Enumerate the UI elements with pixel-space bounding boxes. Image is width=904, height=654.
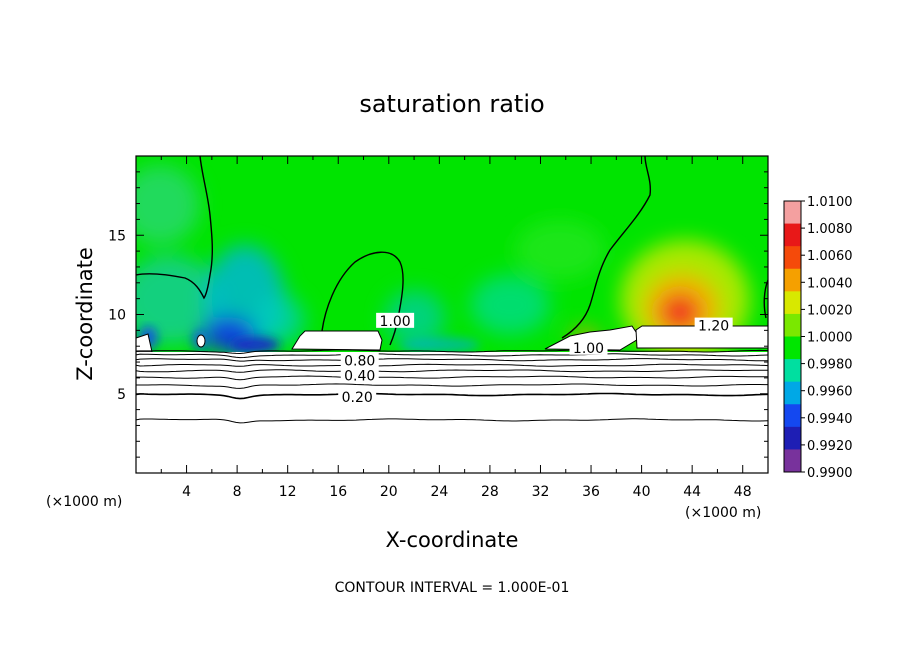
colorbar-segment	[784, 268, 801, 292]
chart-title: saturation ratio	[359, 90, 544, 118]
blob-left-mid	[136, 255, 220, 345]
x-axis-ticks: 4 8 12 16 20 24 28 32 36 40 44 48	[160, 156, 752, 500]
colorbar-segment	[784, 223, 801, 247]
x-tick-label: 32	[532, 484, 550, 500]
y-tick-label: 5	[117, 387, 126, 403]
contour-line-level	[136, 375, 768, 381]
contour-label-bg	[694, 317, 733, 333]
x-tick-label: 4	[182, 484, 191, 500]
colorbar-label: 0.9900	[807, 466, 853, 481]
contour-line-level	[136, 418, 768, 424]
contour-line-level	[136, 353, 768, 359]
contour-label: 1.20	[698, 319, 729, 335]
contour-line-level	[136, 392, 768, 400]
colorbar-segment	[784, 381, 801, 405]
contour-label: 0.40	[344, 369, 375, 385]
x-tick-label: 8	[233, 484, 242, 500]
low-blue-x9	[230, 337, 280, 353]
colorbar-segment	[784, 449, 801, 473]
x-tick-label: 20	[380, 484, 398, 500]
y-tick-label: 10	[108, 308, 126, 324]
x-tick-label: 12	[279, 484, 297, 500]
blob-left-top	[136, 165, 200, 245]
contour-1-00-right	[561, 156, 652, 339]
contour-label: 0.80	[344, 353, 375, 369]
colorbar-segment	[784, 359, 801, 383]
x-unit-label: (×1000 m)	[685, 505, 761, 521]
colorbar-segment	[784, 201, 801, 225]
colorbar-label: 1.0000	[807, 331, 853, 346]
contour-label: 0.20	[342, 390, 373, 406]
colorbar-segment	[784, 404, 801, 428]
contour-line-level	[136, 383, 768, 389]
low-cyan-x22	[400, 337, 480, 353]
x-tick-label: 16	[329, 484, 347, 500]
colorbar-label: 0.9980	[807, 358, 853, 373]
colorbar-label: 0.9940	[807, 412, 853, 427]
blob-x43-inner	[660, 294, 700, 330]
colorbar-label: 1.0020	[807, 303, 853, 318]
colorbar-label: 1.0100	[807, 195, 853, 210]
contour-label-bg	[569, 339, 608, 355]
y-axis-label: Z-coordinate	[73, 247, 97, 381]
contour-label-bg	[376, 312, 415, 328]
contour-label-layer: 1.001.201.000.600.800.400.20	[338, 312, 733, 406]
colorbar-segment	[784, 313, 801, 337]
x-axis-label: X-coordinate	[386, 528, 519, 552]
colorbar-label: 1.0060	[807, 249, 853, 264]
cloud-x33-38	[544, 325, 641, 351]
colorbar-segment	[784, 426, 801, 450]
contour-label-bg	[340, 352, 379, 368]
x-tick-label: 40	[633, 484, 651, 500]
blob-x34	[515, 220, 605, 280]
blob-x12	[255, 295, 305, 345]
colorbar: 1.0100 1.0080 1.0060 1.0040 1.0020 1.0000 0.99…	[783, 195, 853, 481]
x-tick-label: 44	[683, 484, 701, 500]
contour-line-level	[136, 349, 768, 355]
contour-label-bg	[338, 388, 377, 404]
cloud-x5	[196, 334, 206, 348]
x-tick-label: 28	[481, 484, 499, 500]
colorbar-label: 1.0040	[807, 276, 853, 291]
colorbar-label: 0.9960	[807, 385, 853, 400]
contour-1-00-left	[136, 156, 213, 300]
y-tick-label: 15	[108, 228, 126, 244]
blob-x28	[470, 275, 550, 335]
contour-line-level	[136, 358, 768, 362]
contour-label: 1.00	[573, 341, 604, 357]
y-unit-label: (×1000 m)	[46, 494, 122, 510]
contour-label: 1.00	[380, 314, 411, 330]
saturation-field	[136, 156, 768, 360]
colorbar-label: 1.0080	[807, 222, 853, 237]
contour-label-bg	[340, 367, 379, 383]
x-tick-label: 36	[582, 484, 600, 500]
contour-line-level	[136, 369, 768, 373]
plot-area: 1.001.201.000.600.800.400.20	[136, 156, 768, 473]
x-tick-label: 48	[734, 484, 752, 500]
cloud-x13-18	[291, 330, 383, 351]
contour-interval-note: CONTOUR INTERVAL = 1.000E-01	[335, 580, 570, 596]
colorbar-segment	[784, 291, 801, 315]
y-axis-ticks: 5 10 15	[108, 171, 768, 458]
colorbar-label: 0.9920	[807, 439, 853, 454]
colorbar-segment	[784, 336, 801, 360]
x-tick-label: 24	[430, 484, 448, 500]
contour-line-level	[136, 363, 768, 367]
colorbar-segment	[784, 246, 801, 270]
